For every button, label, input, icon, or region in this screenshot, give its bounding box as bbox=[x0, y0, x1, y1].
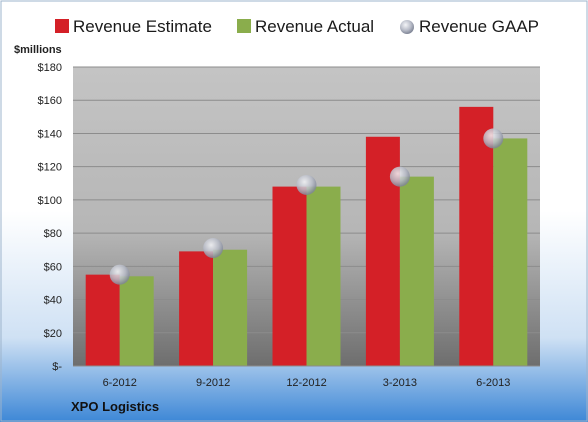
legend-label-actual: Revenue Actual bbox=[255, 17, 374, 36]
bar-revenue-estimate bbox=[272, 186, 307, 366]
y-tick-label: $- bbox=[52, 361, 62, 373]
marker-revenue-gaap bbox=[483, 128, 504, 149]
y-tick-label: $160 bbox=[38, 95, 62, 107]
y-tick-label: $80 bbox=[44, 228, 62, 240]
y-tick-label: $140 bbox=[38, 128, 62, 140]
bar-revenue-estimate bbox=[459, 106, 494, 366]
legend: Revenue Estimate Revenue Actual Revenue … bbox=[55, 17, 539, 36]
x-tick-label: 9-2012 bbox=[196, 377, 230, 389]
bar-revenue-estimate bbox=[85, 274, 120, 366]
y-axis-ticks: $- $20 $40 $60 $80 $100 $120 $140 $160 $180 bbox=[38, 62, 63, 373]
bars bbox=[85, 106, 528, 366]
marker-revenue-gaap bbox=[296, 174, 317, 195]
y-tick-label: $180 bbox=[38, 62, 62, 74]
y-tick-label: $40 bbox=[44, 295, 62, 307]
bar-revenue-actual bbox=[119, 276, 154, 366]
gaap-markers bbox=[109, 128, 504, 285]
x-tick-label: 6-2012 bbox=[103, 377, 137, 389]
marker-revenue-gaap bbox=[203, 238, 224, 259]
legend-swatch-actual bbox=[237, 19, 251, 33]
bar-revenue-actual bbox=[306, 186, 341, 366]
y-tick-label: $120 bbox=[38, 162, 62, 174]
legend-item-gaap: Revenue GAAP bbox=[400, 17, 539, 36]
legend-label-estimate: Revenue Estimate bbox=[73, 17, 212, 36]
y-axis-unit-label: $millions bbox=[14, 44, 62, 56]
x-tick-label: 3-2013 bbox=[383, 377, 417, 389]
legend-marker-gaap bbox=[400, 20, 414, 34]
bar-revenue-actual bbox=[213, 249, 248, 366]
y-tick-label: $60 bbox=[44, 261, 62, 273]
company-name: XPO Logistics bbox=[71, 399, 159, 414]
legend-item-actual: Revenue Actual bbox=[237, 17, 374, 36]
bar-revenue-actual bbox=[493, 138, 528, 366]
legend-label-gaap: Revenue GAAP bbox=[419, 17, 539, 36]
x-tick-label: 6-2013 bbox=[476, 377, 510, 389]
bar-revenue-actual bbox=[399, 176, 434, 366]
legend-item-estimate: Revenue Estimate bbox=[55, 17, 212, 36]
y-tick-label: $20 bbox=[44, 328, 62, 340]
x-axis-ticks: 6-2012 9-2012 12-2012 3-2013 6-2013 bbox=[103, 377, 511, 389]
legend-swatch-estimate bbox=[55, 19, 69, 33]
y-tick-label: $100 bbox=[38, 195, 62, 207]
bar-revenue-estimate bbox=[179, 251, 214, 366]
x-tick-label: 12-2012 bbox=[286, 377, 326, 389]
marker-revenue-gaap bbox=[389, 166, 410, 187]
marker-revenue-gaap bbox=[109, 264, 130, 285]
